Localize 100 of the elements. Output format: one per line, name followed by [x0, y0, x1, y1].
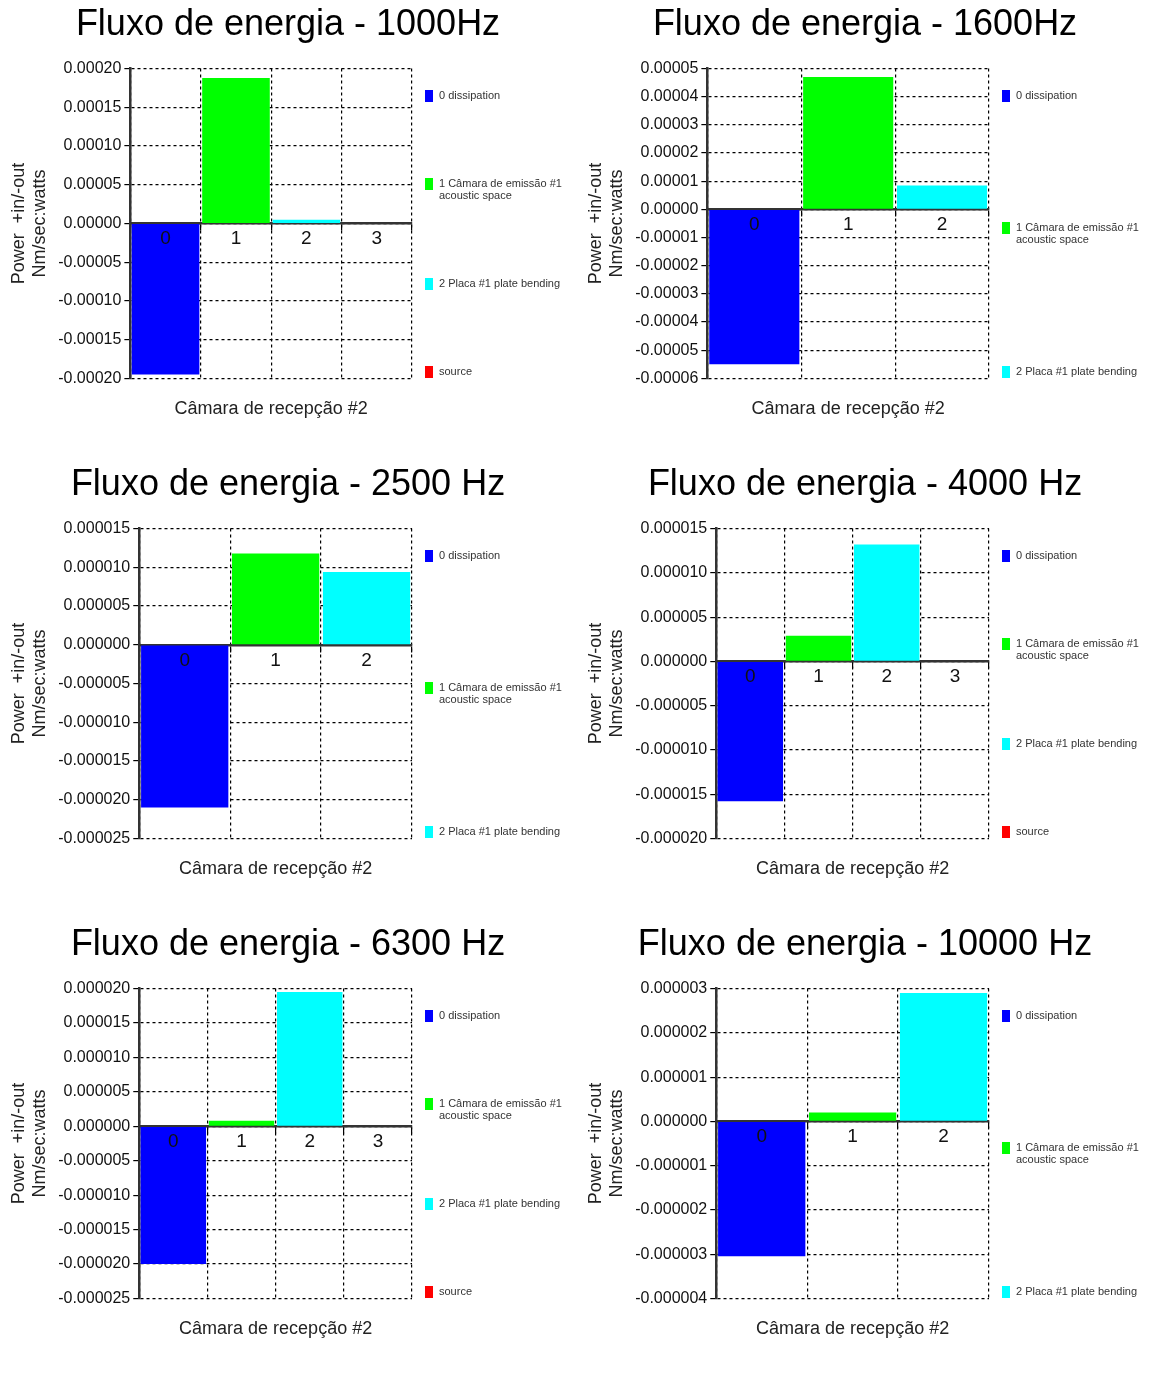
y-tick-label: -0.000001 — [635, 1156, 708, 1174]
legend-label: 1 Câmara de emissão #1 acoustic space — [1016, 221, 1140, 246]
y-tick-label: 0.00020 — [63, 59, 122, 77]
x-tick-label: 1 — [236, 1130, 247, 1152]
chart-title: Fluxo de energia - 4000 Hz — [646, 462, 1084, 504]
y-tick-label: -0.00010 — [58, 291, 122, 309]
legend-label: 0 dissipation — [439, 548, 501, 561]
y-axis-title: Power +in/-out Nm/sec:watts — [7, 622, 50, 745]
y-tick-label: 0.00015 — [63, 97, 122, 115]
x-tick-label: 1 — [230, 227, 242, 249]
y-tick-label: 0.000005 — [640, 607, 708, 625]
y-tick-label: 0.000005 — [63, 596, 131, 614]
x-tick-label: 3 — [949, 665, 961, 687]
y-tick-label: -0.000005 — [58, 1151, 131, 1169]
x-axis-title: Câmara de recepção #2 — [178, 1318, 374, 1339]
y-tick-label: 0.000000 — [63, 1116, 131, 1134]
x-tick-label: 3 — [371, 227, 383, 249]
y-tick-label: -0.000010 — [58, 1185, 131, 1203]
y-axis-title: Power +in/-out Nm/sec:watts — [584, 1082, 627, 1205]
legend-label: 2 Placa #1 plate bending — [1016, 736, 1138, 749]
chart-title: Fluxo de energia - 10000 Hz — [636, 922, 1094, 964]
legend-label: 1 Câmara de emissão #1 acoustic space — [1016, 1141, 1140, 1166]
chart-title: Fluxo de energia - 1000Hz — [74, 2, 502, 44]
legend-label: source — [1016, 825, 1050, 838]
x-axis-title: Câmara de recepção #2 — [755, 1318, 951, 1339]
y-tick-label: -0.000020 — [635, 828, 708, 846]
y-tick-label: 0.00000 — [640, 199, 699, 217]
x-tick-label: 0 — [756, 1125, 768, 1147]
y-tick-label: 0.00000 — [63, 213, 122, 231]
y-tick-label: 0.00005 — [640, 59, 699, 77]
y-tick-label: -0.000020 — [58, 790, 131, 808]
chart-title: Fluxo de energia - 6300 Hz — [69, 922, 507, 964]
y-tick-label: 0.000000 — [640, 651, 708, 669]
y-tick-label: -0.000015 — [58, 751, 131, 769]
y-tick-label: -0.000020 — [58, 1254, 131, 1272]
y-tick-label: 0.000020 — [63, 979, 131, 997]
x-tick-label: 0 — [179, 648, 191, 670]
y-tick-label: 0.000003 — [640, 979, 708, 997]
x-tick-label: 2 — [361, 648, 372, 670]
x-tick-label: 2 — [301, 227, 312, 249]
y-tick-label: 0.00003 — [640, 115, 699, 133]
x-tick-label: 3 — [372, 1130, 384, 1152]
x-tick-label: 0 — [160, 227, 171, 249]
legend-label: 1 Câmara de emissão #1 acoustic space — [439, 1097, 563, 1122]
x-axis-title: Câmara de recepção #2 — [750, 398, 946, 419]
legend-label: 0 dissipation — [1016, 88, 1078, 101]
x-tick-label: 1 — [842, 213, 854, 235]
y-tick-label: 0.000010 — [63, 1047, 131, 1065]
y-tick-label: -0.000025 — [58, 1288, 131, 1306]
x-tick-label: 1 — [847, 1125, 858, 1147]
legend-label: 0 dissipation — [1016, 1008, 1078, 1021]
y-tick-label: 0.00002 — [640, 143, 699, 161]
y-tick-label: -0.00005 — [58, 252, 122, 270]
x-tick-label: 1 — [813, 665, 824, 687]
y-tick-label: 0.000015 — [63, 519, 131, 537]
y-axis-title: Power +in/-out Nm/sec:watts — [7, 162, 50, 285]
chart-title: Fluxo de energia - 1600Hz — [651, 2, 1079, 44]
y-tick-label: -0.000025 — [58, 828, 131, 846]
y-tick-label: -0.000015 — [635, 784, 708, 802]
y-tick-label: -0.00001 — [635, 227, 699, 245]
y-tick-label: 0.000005 — [63, 1082, 131, 1100]
y-tick-label: 0.000010 — [640, 563, 708, 581]
x-tick-label: 2 — [881, 665, 893, 687]
y-tick-label: 0.000010 — [63, 557, 131, 575]
legend-label: 2 Placa #1 plate bending — [1016, 365, 1138, 378]
x-axis-title: Câmara de recepção #2 — [755, 858, 951, 879]
x-tick-label: 0 — [749, 213, 760, 235]
chart-title: Fluxo de energia - 2500 Hz — [69, 462, 507, 504]
legend-label: 1 Câmara de emissão #1 acoustic space — [439, 177, 563, 202]
legend-label: source — [439, 1285, 473, 1298]
y-tick-label: -0.00004 — [635, 312, 699, 330]
y-tick-label: -0.00005 — [635, 340, 699, 358]
y-tick-label: 0.000000 — [63, 635, 131, 653]
x-axis-title: Câmara de recepção #2 — [178, 858, 374, 879]
legend-label: 0 dissipation — [439, 88, 501, 101]
x-tick-label: 1 — [270, 648, 281, 670]
y-tick-label: -0.000004 — [635, 1288, 708, 1306]
legend-label: 2 Placa #1 plate bending — [439, 276, 561, 289]
y-axis-title: Power +in/-out Nm/sec:watts — [584, 162, 627, 285]
x-tick-label: 0 — [168, 1130, 179, 1152]
x-tick-label: 2 — [938, 1125, 949, 1147]
x-axis-title: Câmara de recepção #2 — [173, 398, 369, 419]
y-axis-title: Power +in/-out Nm/sec:watts — [7, 1082, 50, 1205]
legend-label: 1 Câmara de emissão #1 acoustic space — [1016, 637, 1140, 662]
y-tick-label: -0.000010 — [635, 740, 708, 758]
legend-label: source — [439, 365, 473, 378]
y-axis-title: Power +in/-out Nm/sec:watts — [584, 622, 627, 745]
legend-label: 1 Câmara de emissão #1 acoustic space — [439, 681, 563, 706]
y-tick-label: -0.000002 — [635, 1200, 708, 1218]
y-tick-label: 0.00001 — [640, 171, 699, 189]
x-tick-label: 2 — [304, 1130, 316, 1152]
y-tick-label: -0.00015 — [58, 330, 122, 348]
legend-label: 2 Placa #1 plate bending — [1016, 1285, 1138, 1298]
y-tick-label: -0.00006 — [635, 368, 699, 386]
y-tick-label: 0.00010 — [63, 136, 122, 154]
y-tick-label: -0.00002 — [635, 256, 699, 274]
x-tick-label: 2 — [936, 213, 948, 235]
legend-label: 0 dissipation — [439, 1008, 501, 1021]
y-tick-label: -0.00003 — [635, 284, 699, 302]
y-tick-label: 0.000001 — [640, 1067, 708, 1085]
